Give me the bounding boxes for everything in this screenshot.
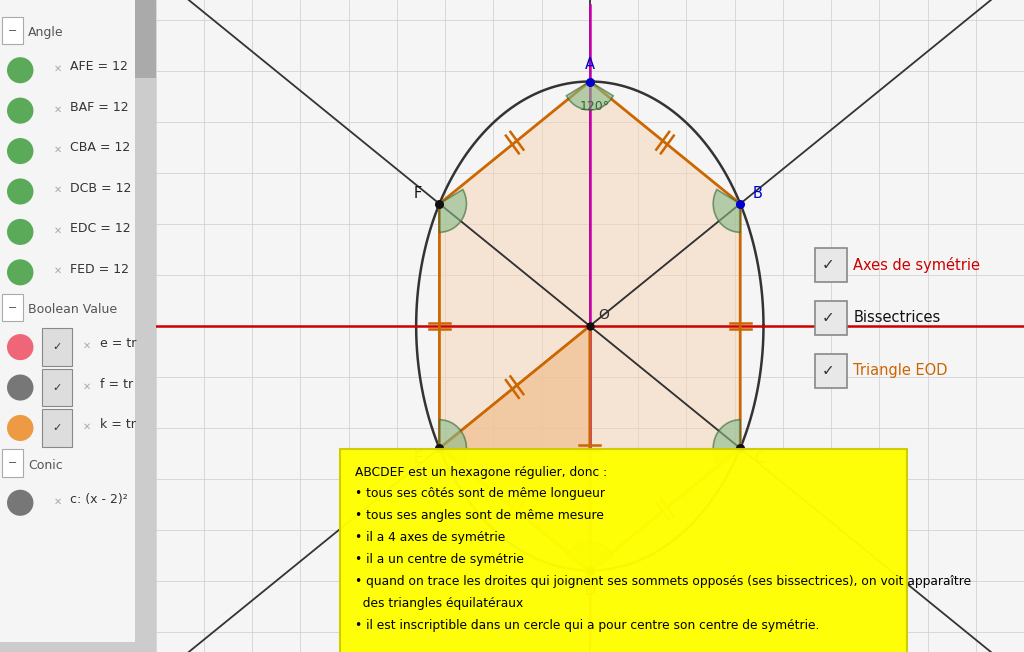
Ellipse shape bbox=[7, 490, 34, 516]
FancyBboxPatch shape bbox=[2, 17, 24, 44]
Text: Boolean Value: Boolean Value bbox=[28, 303, 117, 316]
Text: c: (x - 2)²: c: (x - 2)² bbox=[70, 493, 128, 506]
Text: DCB = 12: DCB = 12 bbox=[70, 182, 131, 195]
Text: ✕: ✕ bbox=[53, 104, 61, 114]
Text: ✓: ✓ bbox=[52, 423, 61, 433]
Text: f = tr: f = tr bbox=[99, 378, 133, 391]
Text: O: O bbox=[598, 308, 609, 322]
Text: E: E bbox=[414, 451, 423, 466]
Text: −: − bbox=[8, 458, 17, 468]
Text: ✕: ✕ bbox=[53, 64, 61, 74]
FancyBboxPatch shape bbox=[0, 642, 135, 652]
Text: ✕: ✕ bbox=[53, 226, 61, 235]
Text: • il a un centre de symétrie: • il a un centre de symétrie bbox=[355, 553, 524, 566]
Ellipse shape bbox=[7, 57, 34, 83]
Polygon shape bbox=[439, 326, 590, 570]
Text: ABCDEF est un hexagone régulier, donc :: ABCDEF est un hexagone régulier, donc : bbox=[355, 466, 607, 479]
Text: B: B bbox=[753, 186, 763, 201]
Text: ✕: ✕ bbox=[83, 341, 91, 351]
Ellipse shape bbox=[7, 334, 34, 360]
Text: des triangles équilatéraux: des triangles équilatéraux bbox=[355, 597, 523, 610]
Text: −: − bbox=[8, 303, 17, 312]
Text: • tous ses angles sont de même mesure: • tous ses angles sont de même mesure bbox=[355, 509, 604, 522]
Wedge shape bbox=[566, 542, 613, 570]
Text: ✕: ✕ bbox=[53, 266, 61, 276]
Text: Bissectrices: Bissectrices bbox=[853, 310, 940, 325]
Text: e = tr: e = tr bbox=[99, 337, 136, 350]
Text: A: A bbox=[585, 57, 595, 72]
Text: C: C bbox=[755, 451, 765, 466]
Text: Angle: Angle bbox=[28, 26, 63, 39]
Text: ✕: ✕ bbox=[53, 145, 61, 155]
Text: k = tr: k = tr bbox=[99, 418, 135, 431]
Text: ✕: ✕ bbox=[83, 422, 91, 432]
Ellipse shape bbox=[7, 179, 34, 205]
Text: • il est inscriptible dans un cercle qui a pour centre son centre de symétrie.: • il est inscriptible dans un cercle qui… bbox=[355, 619, 820, 632]
Text: F: F bbox=[414, 186, 422, 201]
Text: ✓: ✓ bbox=[821, 363, 835, 378]
Ellipse shape bbox=[7, 98, 34, 124]
Text: ✓: ✓ bbox=[52, 383, 61, 393]
Text: Triangle EOD: Triangle EOD bbox=[853, 363, 948, 378]
FancyBboxPatch shape bbox=[815, 301, 848, 335]
Ellipse shape bbox=[7, 374, 34, 400]
FancyBboxPatch shape bbox=[815, 353, 848, 388]
Text: ✓: ✓ bbox=[52, 342, 61, 352]
FancyBboxPatch shape bbox=[2, 449, 24, 477]
Text: Conic: Conic bbox=[28, 458, 62, 471]
Text: AFE = 12: AFE = 12 bbox=[70, 61, 128, 74]
Wedge shape bbox=[439, 420, 467, 462]
Text: ✕: ✕ bbox=[83, 381, 91, 391]
Polygon shape bbox=[439, 82, 740, 570]
Text: EDC = 12: EDC = 12 bbox=[70, 222, 131, 235]
Text: • tous ses côtés sont de même longueur: • tous ses côtés sont de même longueur bbox=[355, 488, 605, 501]
Text: D: D bbox=[585, 584, 595, 599]
Text: ✓: ✓ bbox=[821, 258, 835, 273]
Text: 120°: 120° bbox=[580, 100, 609, 113]
Text: • il a 4 axes de symétrie: • il a 4 axes de symétrie bbox=[355, 531, 506, 544]
Wedge shape bbox=[713, 420, 740, 462]
FancyBboxPatch shape bbox=[2, 294, 24, 321]
FancyBboxPatch shape bbox=[42, 409, 72, 447]
Ellipse shape bbox=[7, 259, 34, 286]
Text: • quand on trace les droites qui joignent ses sommets opposés (ses bissectrices): • quand on trace les droites qui joignen… bbox=[355, 575, 972, 588]
Text: ✕: ✕ bbox=[53, 496, 61, 507]
Text: BAF = 12: BAF = 12 bbox=[70, 101, 129, 114]
Wedge shape bbox=[713, 190, 740, 232]
FancyBboxPatch shape bbox=[42, 328, 72, 366]
Text: CBA = 12: CBA = 12 bbox=[70, 141, 130, 155]
Text: ✓: ✓ bbox=[821, 310, 835, 325]
FancyBboxPatch shape bbox=[135, 0, 156, 78]
FancyBboxPatch shape bbox=[135, 0, 156, 652]
Ellipse shape bbox=[7, 138, 34, 164]
FancyBboxPatch shape bbox=[42, 368, 72, 406]
FancyBboxPatch shape bbox=[340, 449, 907, 652]
Ellipse shape bbox=[7, 219, 34, 245]
Text: ✕: ✕ bbox=[53, 185, 61, 195]
Wedge shape bbox=[566, 82, 613, 110]
Wedge shape bbox=[439, 190, 467, 232]
FancyBboxPatch shape bbox=[815, 248, 848, 282]
Text: FED = 12: FED = 12 bbox=[70, 263, 129, 276]
Ellipse shape bbox=[7, 415, 34, 441]
Text: −: − bbox=[8, 25, 17, 36]
Text: Axes de symétrie: Axes de symétrie bbox=[853, 257, 980, 273]
